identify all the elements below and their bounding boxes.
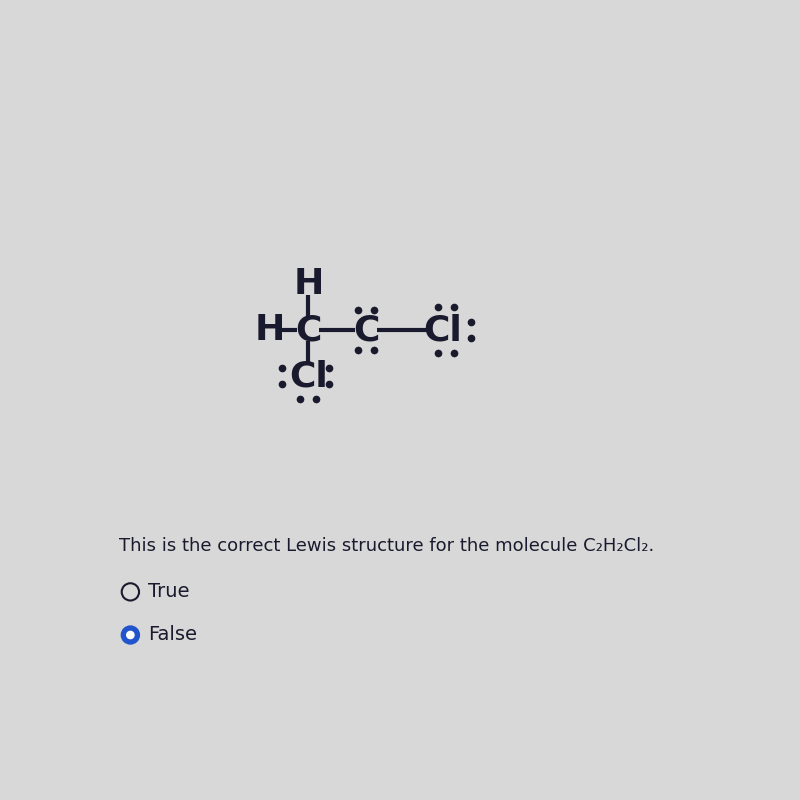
Text: False: False	[148, 626, 197, 645]
Text: True: True	[148, 582, 190, 602]
Text: Cl: Cl	[423, 313, 462, 347]
Text: C: C	[295, 313, 322, 347]
Text: H: H	[254, 313, 285, 347]
Circle shape	[122, 626, 139, 644]
Circle shape	[126, 631, 134, 638]
Text: C: C	[353, 313, 379, 347]
Text: Cl: Cl	[289, 359, 328, 394]
Text: H: H	[293, 267, 323, 301]
Text: This is the correct Lewis structure for the molecule C₂H₂Cl₂.: This is the correct Lewis structure for …	[118, 537, 654, 554]
